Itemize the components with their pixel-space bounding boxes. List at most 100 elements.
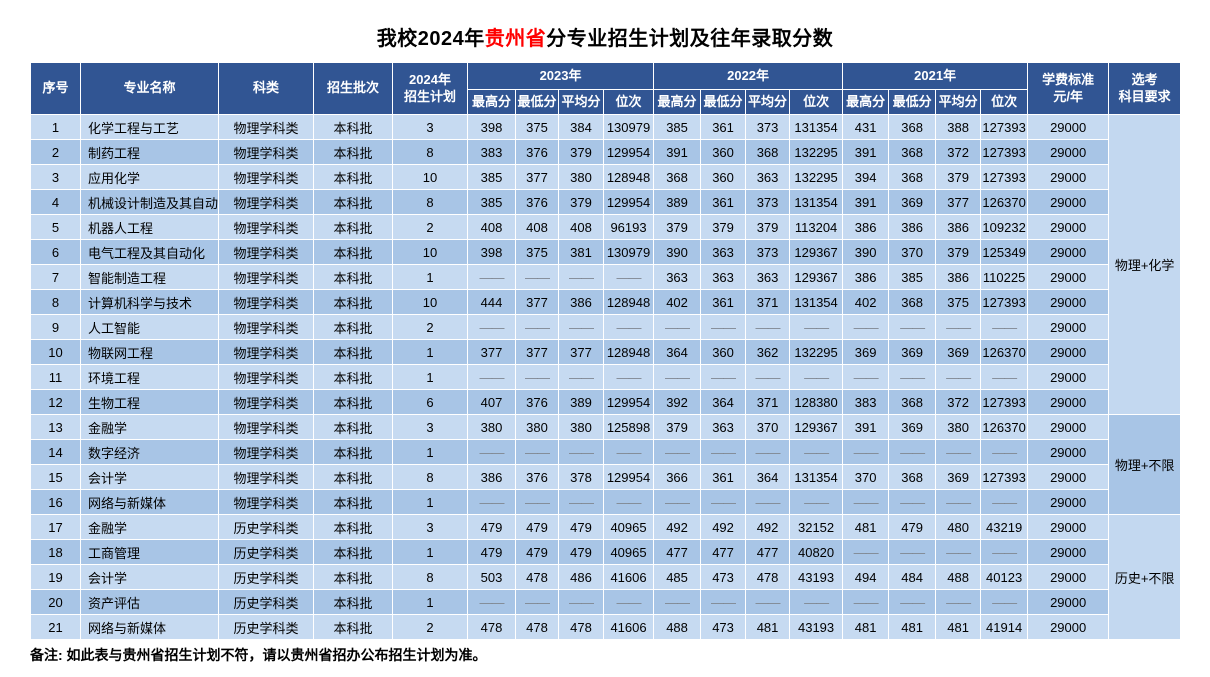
- cell-batch: 本科批: [313, 589, 393, 615]
- cell-plan-2024: 1: [392, 489, 468, 515]
- cell-2023-min: ——: [515, 364, 559, 390]
- cell-2023-min: ——: [515, 314, 559, 340]
- cell-2021-rank: 127393: [980, 289, 1029, 315]
- cell-2021-rank: 127393: [980, 114, 1029, 140]
- cell-major: 网络与新媒体: [80, 489, 219, 515]
- table-row: 2 制药工程 物理学科类 本科批 8 383 376 379 129954 391 360 368 13…: [30, 139, 1181, 165]
- cell-tuition: 29000: [1027, 389, 1110, 415]
- cell-2021-max: ——: [842, 314, 890, 340]
- cell-2022-rank: ——: [789, 364, 844, 390]
- table-row: 8 计算机科学与技术 物理学科类 本科批 10 444 377 386 128948 402 361…: [30, 289, 1181, 315]
- cell-plan-2024: 1: [392, 339, 468, 365]
- cell-2022-max: 385: [653, 114, 702, 140]
- cell-2022-min: ——: [700, 439, 747, 465]
- title-prefix: 我校2024年: [376, 28, 485, 50]
- cell-2021-avg: 372: [935, 139, 982, 165]
- cell-2023-min: 408: [515, 214, 559, 240]
- cell-2021-rank: 41914: [980, 614, 1029, 640]
- cell-2023-min: ——: [515, 264, 559, 290]
- footnote: 备注: 如此表与贵州省招生计划不符，请以贵州省招办公布招生计划为准。: [30, 647, 487, 663]
- title-suffix: 分专业招生计划及往年录取分数: [546, 28, 834, 50]
- cell-2021-rank: 125349: [980, 239, 1029, 265]
- header-2022-rank: 位次: [789, 89, 844, 115]
- cell-major: 人工智能: [80, 314, 219, 340]
- table-row: 5 机器人工程 物理学科类 本科批 2 408 408 408 96193 379 379 379 11…: [30, 214, 1181, 240]
- cell-2022-max: ——: [653, 314, 702, 340]
- cell-plan-2024: 2: [392, 314, 468, 340]
- cell-2021-rank: ——: [980, 439, 1029, 465]
- cell-tuition: 29000: [1027, 239, 1110, 265]
- cell-2022-rank: 132295: [789, 339, 844, 365]
- cell-plan-2024: 10: [392, 289, 468, 315]
- cell-2022-max: 485: [653, 564, 702, 590]
- cell-no: 19: [30, 564, 81, 590]
- cell-2023-rank: 41606: [602, 614, 655, 640]
- cell-2023-min: ——: [515, 489, 559, 515]
- cell-tuition: 29000: [1027, 214, 1110, 240]
- cell-2023-min: 376: [515, 139, 559, 165]
- cell-2023-avg: ——: [558, 589, 604, 615]
- cell-2023-rank: 130979: [602, 114, 655, 140]
- cell-2022-rank: 128380: [789, 389, 844, 415]
- cell-2023-rank: 128948: [602, 339, 655, 365]
- cell-2022-avg: 364: [745, 464, 791, 490]
- cell-2023-rank: 128948: [602, 164, 655, 190]
- cell-2022-max: 389: [653, 189, 702, 215]
- cell-2022-avg: 492: [745, 514, 791, 540]
- cell-2022-min: 473: [700, 614, 747, 640]
- cell-2023-min: 380: [515, 414, 559, 440]
- cell-2023-avg: 381: [558, 239, 604, 265]
- cell-plan-2024: 6: [392, 389, 468, 415]
- cell-no: 5: [30, 214, 81, 240]
- cell-2021-avg: ——: [935, 489, 982, 515]
- cell-major: 金融学: [80, 514, 219, 540]
- cell-2023-rank: ——: [602, 439, 655, 465]
- cell-2023-min: 375: [515, 114, 559, 140]
- cell-category: 物理学科类: [218, 464, 314, 490]
- cell-2022-avg: 477: [745, 539, 791, 565]
- cell-category: 历史学科类: [218, 589, 314, 615]
- cell-2023-max: 383: [467, 139, 516, 165]
- cell-2022-max: ——: [653, 489, 702, 515]
- cell-plan-2024: 8: [392, 189, 468, 215]
- cell-2021-max: ——: [842, 489, 890, 515]
- cell-no: 16: [30, 489, 81, 515]
- cell-2023-avg: 386: [558, 289, 604, 315]
- cell-2023-max: 385: [467, 189, 516, 215]
- cell-2023-max: 478: [467, 614, 516, 640]
- cell-batch: 本科批: [313, 339, 393, 365]
- cell-2022-min: 360: [700, 339, 747, 365]
- cell-2021-max: 494: [842, 564, 890, 590]
- cell-2023-max: 479: [467, 539, 516, 565]
- table-row: 13 金融学 物理学科类 本科批 3 380 380 380 125898 379 363 370 12…: [30, 414, 1182, 515]
- cell-plan-2024: 10: [392, 239, 468, 265]
- cell-tuition: 29000: [1027, 614, 1110, 640]
- cell-plan-2024: 3: [392, 114, 468, 140]
- cell-2021-rank: ——: [980, 489, 1029, 515]
- cell-2023-max: ——: [467, 364, 516, 390]
- cell-2021-rank: 126370: [980, 189, 1029, 215]
- cell-category: 物理学科类: [218, 314, 314, 340]
- cell-tuition: 29000: [1027, 289, 1110, 315]
- cell-major: 生物工程: [80, 389, 219, 415]
- cell-2022-max: 379: [653, 414, 702, 440]
- cell-2023-avg: 479: [558, 514, 604, 540]
- header-no: 序号: [30, 62, 81, 115]
- cell-2021-rank: 110225: [980, 264, 1029, 290]
- cell-2023-avg: 389: [558, 389, 604, 415]
- header-2022-max: 最高分: [653, 89, 702, 115]
- cell-2022-avg: 370: [745, 414, 791, 440]
- cell-2022-rank: 129367: [789, 239, 844, 265]
- cell-2021-max: 391: [842, 414, 890, 440]
- cell-2023-max: 479: [467, 514, 516, 540]
- cell-2022-avg: 373: [745, 189, 791, 215]
- cell-2021-min: 385: [888, 264, 937, 290]
- cell-major: 资产评估: [80, 589, 219, 615]
- cell-2022-min: 360: [700, 164, 747, 190]
- cell-2021-avg: 386: [935, 264, 982, 290]
- cell-category: 历史学科类: [218, 564, 314, 590]
- cell-2022-avg: 371: [745, 389, 791, 415]
- cell-2022-min: ——: [700, 489, 747, 515]
- cell-2022-avg: 368: [745, 139, 791, 165]
- cell-2021-min: 369: [888, 414, 937, 440]
